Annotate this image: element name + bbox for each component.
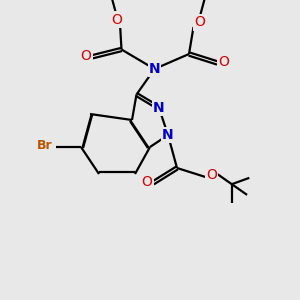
Text: Br: Br — [37, 139, 52, 152]
Text: O: O — [194, 16, 205, 29]
Text: O: O — [206, 168, 217, 182]
Text: N: N — [149, 62, 160, 76]
Text: N: N — [153, 101, 165, 115]
Text: O: O — [218, 55, 229, 69]
Text: O: O — [81, 49, 92, 63]
Text: N: N — [162, 128, 174, 142]
Text: O: O — [142, 175, 152, 189]
Text: O: O — [111, 13, 122, 26]
